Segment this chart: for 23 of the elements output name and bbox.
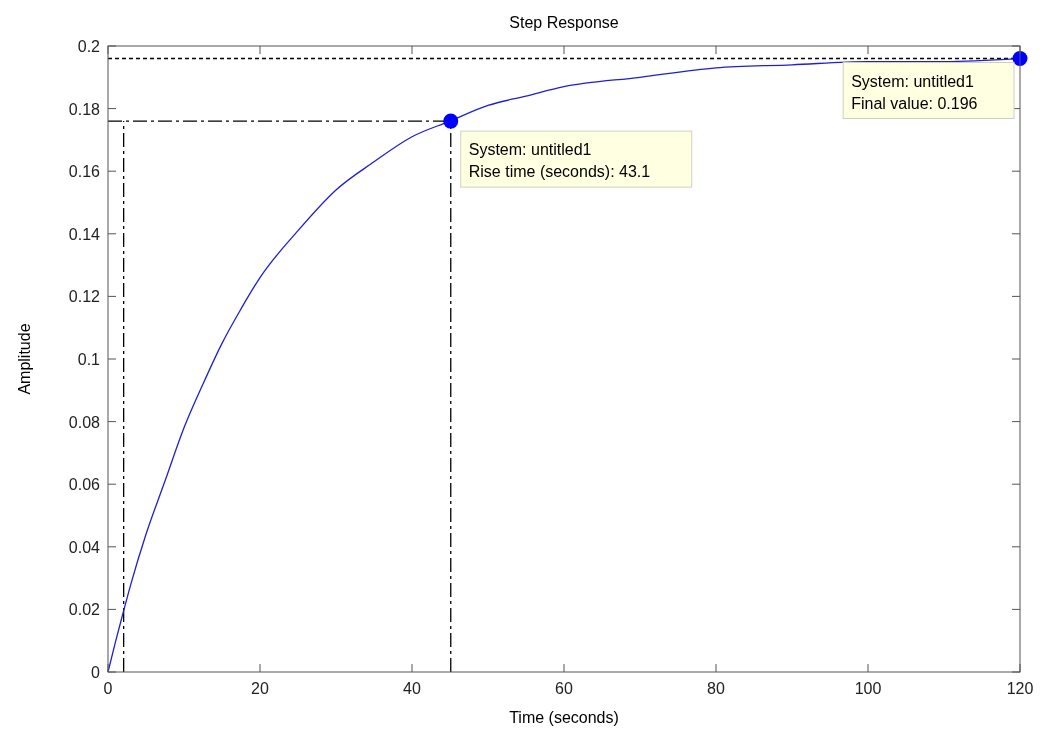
x-tick-label: 100 — [854, 680, 882, 697]
y-axis-title: Amplitude — [16, 323, 33, 395]
y-tick-label: 0 — [91, 664, 101, 681]
y-tick-label: 0.08 — [68, 413, 101, 431]
x-tick-label: 20 — [251, 680, 269, 697]
x-tick-label: 40 — [403, 680, 421, 697]
x-tick-label: 120 — [1006, 680, 1034, 697]
x-axis-title: Time (seconds) — [509, 709, 619, 726]
y-tick-label: 0.06 — [68, 476, 101, 494]
x-tick-label: 60 — [555, 680, 573, 697]
y-tick-label: 0.16 — [68, 163, 101, 181]
y-tick-label: 0.14 — [68, 225, 101, 243]
annotation: System: untitled1 Final value: 0.196 — [851, 72, 978, 112]
y-tick-label: 0.12 — [68, 288, 101, 306]
chart-title: Step Response — [509, 14, 619, 31]
y-tick-label: 0.02 — [68, 601, 101, 619]
annotation: System: untitled1 Rise time (seconds): 43.1 — [468, 141, 651, 181]
y-tick-label: 0.2 — [77, 38, 101, 55]
y-tick-label: 0.1 — [77, 351, 101, 368]
x-tick-label: 0 — [103, 680, 113, 697]
y-tick-label: 0.18 — [68, 100, 101, 118]
x-tick-label: 80 — [707, 680, 725, 697]
y-tick-label: 0.04 — [68, 538, 101, 556]
